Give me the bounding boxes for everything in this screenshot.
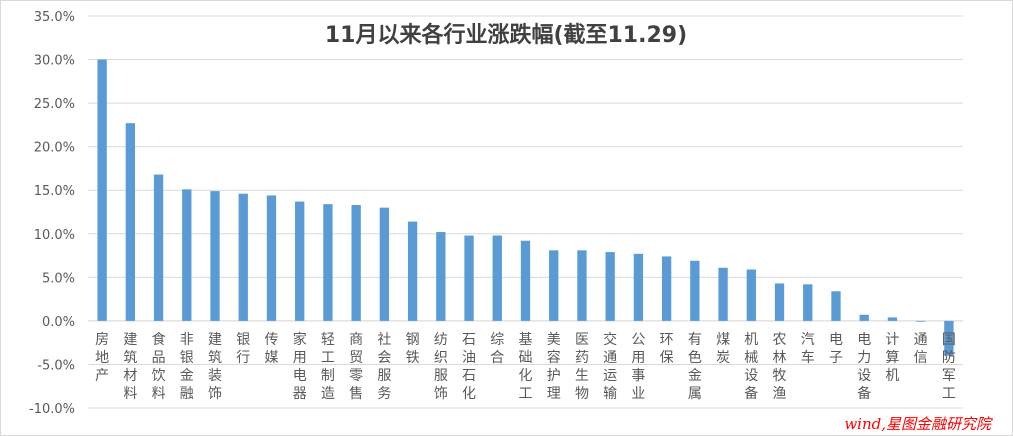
x-category-label: 交通运输	[603, 331, 617, 402]
x-category-label: 农林牧渔	[773, 332, 787, 402]
bar	[605, 252, 615, 321]
x-category-label: 石油石化	[462, 332, 476, 402]
x-category-label: 有色金属	[688, 332, 702, 402]
bar	[97, 59, 107, 321]
chart-title: 11月以来各行业涨跌幅(截至11.29)	[325, 22, 687, 48]
x-category-label: 轻工制造	[321, 332, 335, 402]
bar	[661, 256, 672, 321]
bar	[210, 191, 220, 321]
bar	[407, 221, 418, 321]
bar	[182, 189, 192, 321]
x-category-label: 纺织服饰	[434, 332, 448, 402]
x-category-label: 基础化工	[519, 331, 533, 402]
y-axis-ticks: 35.0% 30.0% 25.0% 20.0% 15.0% 10.0% 5.0% 0.0% -5…	[29, 10, 75, 417]
x-category-label: 煤炭	[716, 332, 730, 366]
x-category-label: 机械设备	[744, 332, 758, 402]
bar	[492, 235, 502, 321]
x-category-label: 综合	[490, 332, 504, 366]
bar	[746, 269, 756, 321]
bar	[718, 267, 728, 321]
bar	[633, 253, 644, 321]
bar	[295, 201, 305, 321]
bar	[436, 232, 446, 321]
y-tick-label: 35.0%	[34, 10, 75, 25]
x-category-label: 商贸零售	[349, 332, 363, 402]
x-category-label: 非银金融	[180, 332, 194, 402]
x-category-label: 公用事业	[631, 332, 645, 402]
x-category-label: 汽车	[801, 332, 815, 366]
bar	[577, 250, 587, 321]
x-category-label: 传媒	[264, 332, 278, 366]
x-category-label: 环保	[660, 332, 674, 366]
x-category-label: 建筑材料	[123, 332, 137, 402]
x-category-label: 食品饮料	[152, 331, 166, 402]
bar	[323, 204, 333, 321]
x-category-label: 医药生物	[575, 332, 589, 402]
bar	[916, 320, 926, 322]
x-category-label: 钢铁	[406, 332, 420, 366]
x-category-label: 家用电器	[293, 331, 307, 402]
bars	[97, 59, 954, 356]
bar	[351, 205, 361, 321]
y-tick-label: 15.0%	[34, 184, 75, 199]
x-category-label: 通信	[914, 332, 928, 366]
x-category-label: 计算机	[885, 332, 899, 384]
y-tick-label: 20.0%	[34, 141, 75, 156]
y-tick-label: -5.0%	[37, 358, 75, 373]
bar	[464, 235, 474, 321]
y-tick-label: -10.0%	[29, 402, 75, 417]
gridlines	[88, 15, 963, 409]
bar	[859, 314, 869, 321]
x-category-label: 银行	[236, 332, 250, 366]
x-category-label: 建筑装饰	[208, 332, 222, 402]
x-category-label: 社会服务	[377, 332, 391, 402]
bar	[238, 193, 248, 321]
bar	[831, 291, 841, 321]
bar	[887, 317, 898, 321]
y-tick-label: 0.0%	[42, 315, 75, 330]
bar	[549, 250, 559, 321]
y-tick-label: 30.0%	[34, 54, 75, 69]
source-note: wind,星图金融研究院	[844, 415, 993, 433]
x-category-label: 电子	[829, 332, 843, 366]
y-tick-label: 5.0%	[42, 271, 75, 286]
bar	[379, 207, 390, 321]
x-category-label: 美容护理	[547, 332, 561, 402]
bar	[803, 284, 813, 321]
bar	[125, 123, 135, 321]
bar	[153, 174, 164, 321]
x-category-label: 国防军工	[942, 332, 956, 402]
bar	[266, 195, 277, 321]
bar	[774, 283, 785, 321]
bar	[520, 240, 531, 321]
x-category-label: 电力设备	[857, 332, 871, 402]
x-category-label: 房地产	[95, 332, 109, 384]
y-tick-label: 10.0%	[34, 228, 75, 243]
y-tick-label: 25.0%	[34, 97, 75, 112]
bar	[690, 260, 700, 321]
bar	[944, 320, 954, 356]
